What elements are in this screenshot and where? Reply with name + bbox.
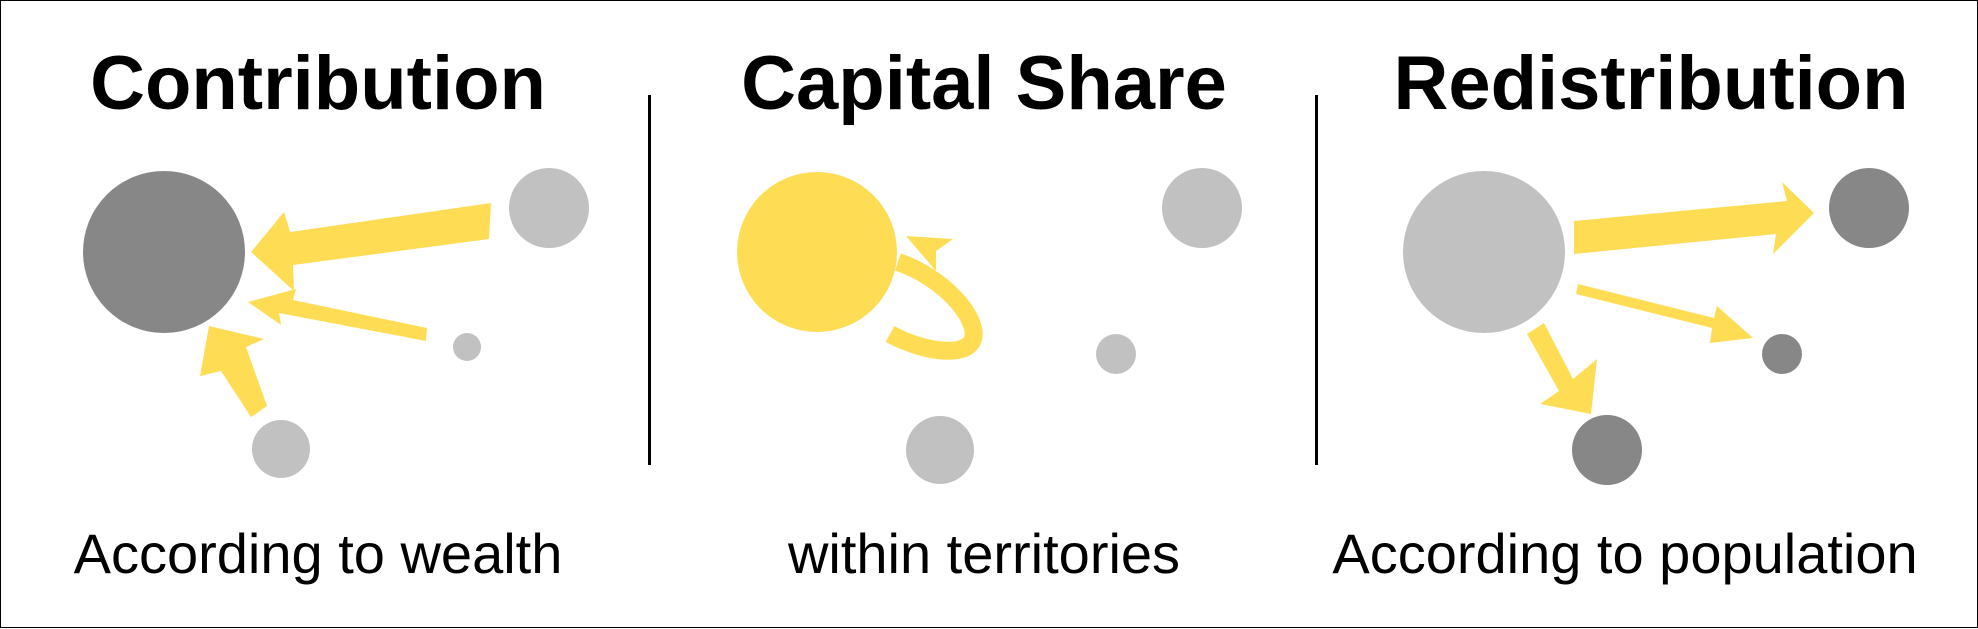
contribution-arrow-thin: [248, 289, 427, 341]
territory-circle-top-right: [509, 168, 589, 248]
redistribution-arrow-thin: [1576, 284, 1753, 343]
capital-share-panel-graphic: [737, 168, 1242, 484]
panel-title-redistribution: Redistribution: [1393, 41, 1909, 126]
redistributing-territory-circle: [1403, 171, 1565, 333]
territory-circle-top-right: [1162, 168, 1242, 248]
panel-title-contribution: Contribution: [90, 41, 546, 126]
territory-circle-bottom: [906, 416, 974, 484]
wealthy-territory-circle: [83, 171, 245, 333]
territory-circle-top-right: [1829, 168, 1909, 248]
territory-circle-small: [453, 333, 481, 361]
panel-subtitle-redistribution: According to population: [1332, 522, 1918, 585]
capital-share-loop-arrow: [885, 253, 983, 360]
territory-circle-bottom: [252, 420, 310, 478]
capital-share-loop-arrowhead: [906, 236, 953, 271]
contribution-arrow-large: [251, 203, 491, 291]
redistribution-arrow-diagonal: [1527, 323, 1597, 414]
panel-divider-right: [1315, 95, 1318, 465]
redistribution-panel-graphic: [1403, 168, 1909, 485]
territory-circle-small: [1096, 334, 1136, 374]
territory-circle-bottom: [1572, 415, 1642, 485]
territory-circle-small: [1762, 334, 1802, 374]
contribution-arrow-diagonal: [200, 326, 267, 417]
contribution-panel-graphic: [83, 168, 589, 478]
panel-divider-left: [648, 95, 651, 465]
panel-subtitle-contribution: According to wealth: [73, 522, 563, 585]
panel-title-capital-share: Capital Share: [741, 41, 1227, 126]
redistribution-arrow-large: [1574, 182, 1814, 254]
capital-share-circle: [737, 172, 897, 332]
panel-subtitle-capital-share: within territories: [787, 522, 1181, 585]
